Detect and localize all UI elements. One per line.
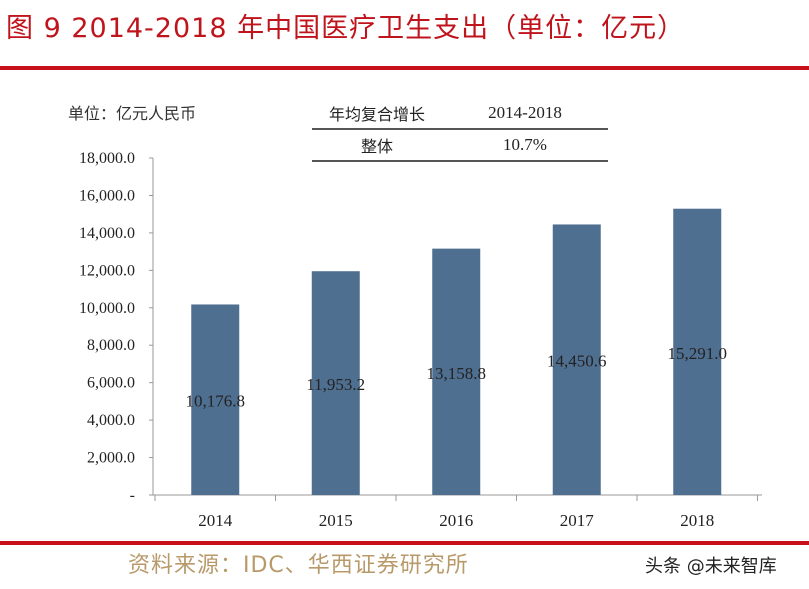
x-tick-label-2015: 2015	[319, 511, 353, 530]
y-tick-label: 18,000.0	[79, 150, 135, 167]
bar-2017	[552, 224, 601, 496]
cagr-header-period: 2014-2018	[488, 103, 562, 122]
cagr-header-label: 年均复合增长	[328, 105, 425, 124]
bar-2018	[673, 208, 722, 495]
bar-2014	[191, 304, 240, 495]
bar-2015	[311, 271, 360, 495]
footer-divider	[0, 541, 809, 545]
data-label-2017: 14,450.6	[547, 352, 607, 371]
y-tick-label: 4,000.0	[87, 412, 135, 429]
unit-label: 单位：亿元人民币	[68, 104, 197, 123]
table-rule	[312, 128, 608, 130]
y-tick-label: -	[130, 487, 135, 504]
x-tick-label-2016: 2016	[439, 511, 473, 530]
y-tick-label: 14,000.0	[79, 225, 135, 242]
watermark: 头条 @未来智库	[645, 556, 777, 577]
y-tick-label: 10,000.0	[79, 300, 135, 317]
table-rule	[312, 160, 608, 162]
y-tick-label: 2,000.0	[87, 450, 135, 467]
cagr-table: 年均复合增长 2014-2018 整体 10.7%	[312, 98, 608, 162]
source-note: 资料来源：IDC、华西证券研究所	[128, 553, 469, 578]
y-tick-label: 16,000.0	[79, 187, 135, 204]
bar-2016	[432, 248, 481, 495]
data-label-2016: 13,158.8	[427, 364, 487, 383]
cagr-row: 整体 10.7%	[312, 130, 608, 160]
x-tick-label-2017: 2017	[560, 511, 595, 530]
cagr-row-value: 10.7%	[503, 135, 547, 154]
data-label-2015: 11,953.2	[306, 375, 365, 394]
x-tick-label-2014: 2014	[198, 511, 233, 530]
data-label-2014: 10,176.8	[186, 392, 246, 411]
cagr-header-row: 年均复合增长 2014-2018	[312, 98, 608, 128]
y-tick-label: 6,000.0	[87, 375, 135, 392]
x-tick-label-2018: 2018	[680, 511, 714, 530]
data-label-2018: 15,291.0	[668, 344, 728, 363]
y-tick-label: 8,000.0	[87, 337, 135, 354]
y-tick-label: 12,000.0	[79, 262, 135, 279]
figure-title: 图 9 2014-2018 年中国医疗卫生支出（单位：亿元）	[6, 13, 686, 44]
cagr-row-label: 整体	[360, 137, 393, 156]
title-divider	[0, 66, 809, 70]
